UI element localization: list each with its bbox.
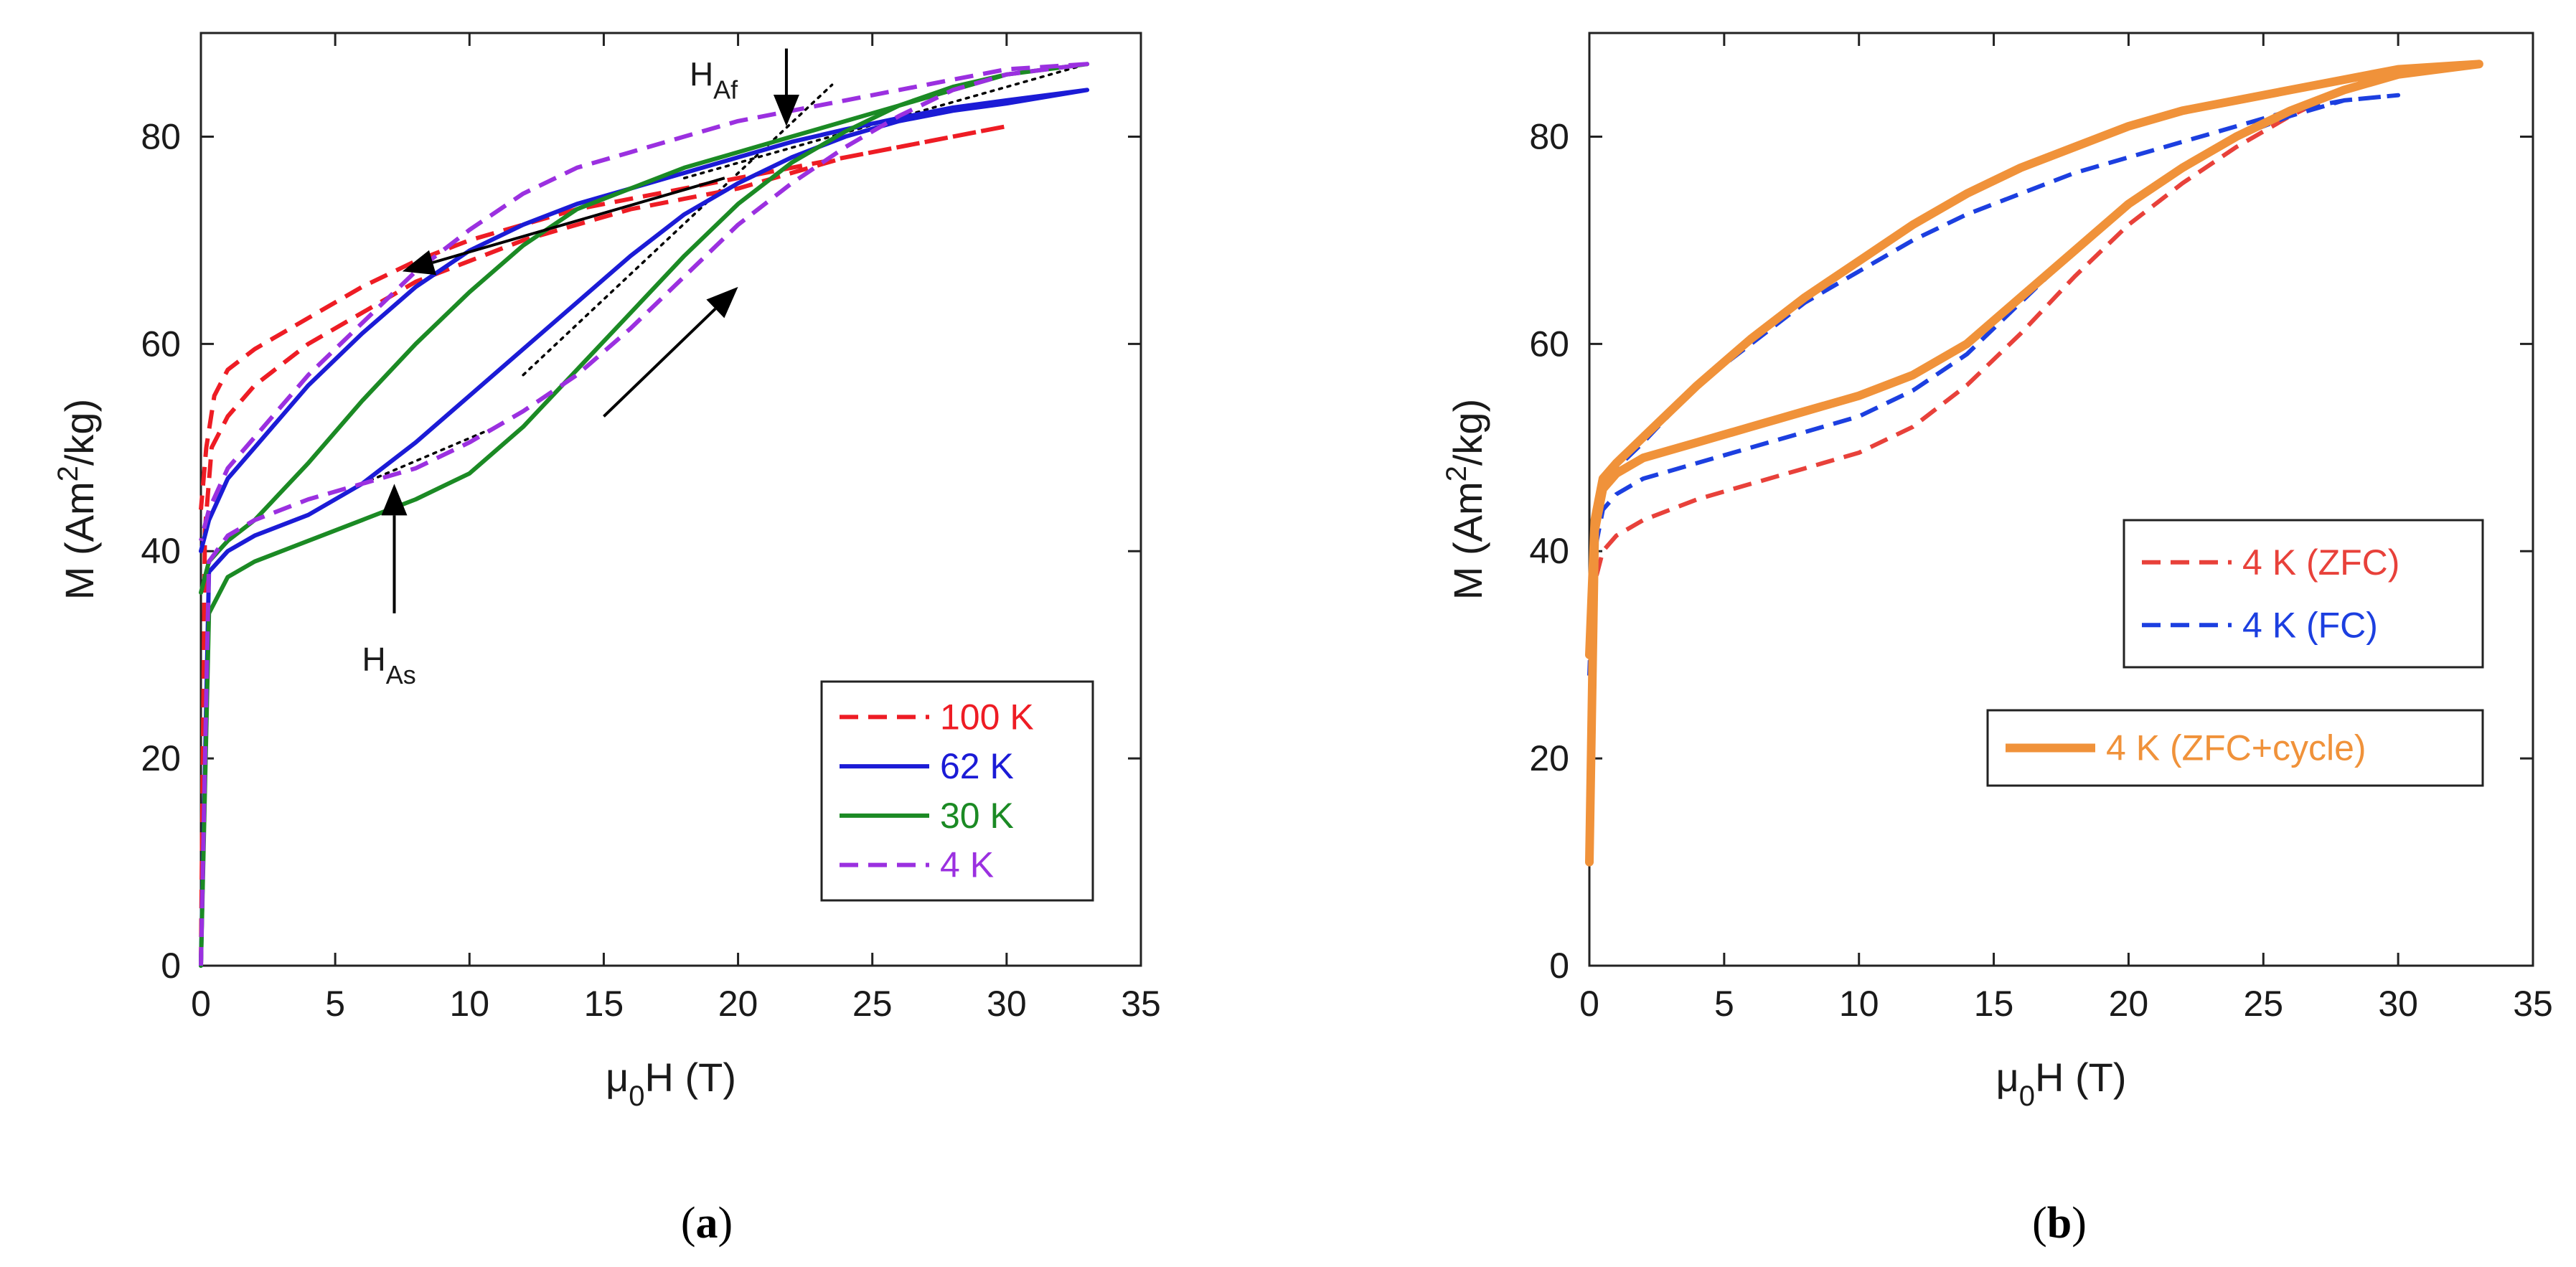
chart-b-x-tick-label: 0 — [1579, 984, 1599, 1024]
chart-b-series-line-3 — [1585, 60, 2483, 867]
chart-a-legend-label: 30 K — [940, 796, 1014, 836]
chart-a-x-tick-label: 20 — [718, 984, 758, 1024]
chart-a-panel-label: (a) — [681, 1199, 733, 1248]
chart-a-tangent-line — [360, 425, 498, 486]
chart-b-x-tick-label: 10 — [1839, 984, 1879, 1024]
chart-b-legend: 4 K (ZFC) 4 K (FC) 4 K (ZFC+cycle) — [1986, 519, 2484, 787]
chart-a-direction-arrow — [402, 176, 725, 275]
chart-b-x-tick-label: 30 — [2378, 984, 2418, 1024]
chart-b-legend-label: 4 K (FC) — [2242, 605, 2378, 645]
chart-a-x-tick-label: 30 — [987, 984, 1027, 1024]
chart-b-legend-label: 4 K (ZFC+cycle) — [2106, 728, 2366, 768]
chart-a-x-tick-label: 10 — [449, 984, 489, 1024]
chart-b-series — [1585, 60, 2483, 867]
chart-a-annotation-label: HAs — [362, 641, 415, 689]
chart-a-x-tick-label: 5 — [325, 984, 345, 1024]
chart-b-y-tick-label: 80 — [1529, 116, 1569, 156]
chart-a-direction-arrow — [603, 286, 738, 418]
chart-a-legend-label: 100 K — [940, 697, 1034, 737]
chart-a-annotation-arrow — [381, 484, 408, 613]
chart-b-y-tick-label: 0 — [1549, 946, 1569, 986]
chart-b-x-tick-label: 20 — [2109, 984, 2149, 1024]
chart-a-ticks: 0 5 10 15 20 25 30 35 0 20 40 60 80 — [141, 33, 1161, 1024]
chart-b-ticks: 0 5 10 15 20 25 30 35 0 20 40 60 80 — [1529, 33, 2553, 1024]
chart-b-y-tick-label: 60 — [1529, 324, 1569, 364]
chart-b-plot-frame — [1588, 32, 2534, 967]
chart-a: 0 5 10 15 20 25 30 35 0 20 40 60 80 HAf HAs 100 K 62 K… — [52, 32, 1161, 1248]
chart-a-x-tick-label: 35 — [1121, 984, 1161, 1024]
chart-b-y-tick-label: 20 — [1529, 738, 1569, 778]
chart-b-x-tick-label: 5 — [1714, 984, 1734, 1024]
chart-a-y-axis-label: M (Am2/kg) — [52, 399, 102, 600]
chart-a-legend-label: 4 K — [940, 845, 994, 885]
chart-b-y-axis-label: M (Am2/kg) — [1441, 399, 1490, 600]
chart-a-series — [199, 62, 1090, 968]
chart-a-x-axis-label: μ0H (T) — [606, 1055, 736, 1112]
chart-b-x-tick-label: 25 — [2243, 984, 2283, 1024]
chart-a-tangent-line — [522, 83, 834, 377]
chart-b-legend-label: 4 K (ZFC) — [2242, 542, 2399, 583]
chart-a-x-tick-label: 15 — [584, 984, 624, 1024]
chart-a-legend-label: 62 K — [940, 746, 1014, 786]
chart-a-annotations: HAf HAs — [362, 56, 738, 689]
chart-b-x-tick-label: 35 — [2513, 984, 2553, 1024]
chart-a-y-tick-label: 80 — [141, 116, 181, 156]
chart-b-y-tick-label: 40 — [1529, 531, 1569, 571]
chart-a-y-tick-label: 60 — [141, 324, 181, 364]
chart-a-series-line-4 — [199, 62, 1090, 966]
chart-a-x-tick-label: 0 — [191, 984, 211, 1024]
chart-a-series-line-1 — [199, 124, 1009, 966]
chart-a-series-line-2 — [199, 88, 1090, 968]
chart-a-y-tick-label: 20 — [141, 738, 181, 778]
chart-b-x-tick-label: 15 — [1974, 984, 2014, 1024]
chart-a-legend-box — [820, 680, 1094, 902]
chart-b-series-line-2 — [1587, 93, 2401, 862]
chart-a-annotation-label: HAf — [690, 56, 738, 105]
chart-a-y-tick-label: 0 — [161, 946, 181, 986]
chart-b-panel-label: (b) — [2032, 1199, 2087, 1248]
chart-b-x-axis-label: μ0H (T) — [1996, 1055, 2126, 1112]
chart-a-direction-arrows — [381, 48, 799, 613]
chart-a-legend: 100 K 62 K 30 K 4 K — [820, 680, 1094, 902]
chart-a-x-tick-label: 25 — [852, 984, 893, 1024]
chart-b: 0 5 10 15 20 25 30 35 0 20 40 60 80 4 K (ZFC) 4 K (FC… — [1441, 32, 2553, 1248]
chart-a-annotation-arrow — [773, 48, 799, 126]
chart-b-legend-box — [2123, 519, 2484, 669]
chart-a-y-tick-label: 40 — [141, 531, 181, 571]
